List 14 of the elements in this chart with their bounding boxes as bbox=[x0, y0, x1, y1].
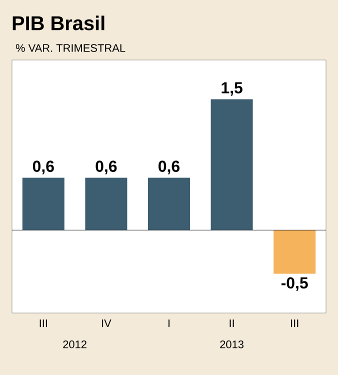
x-tick-label: III bbox=[40, 320, 47, 328]
x-tick-label: II bbox=[230, 320, 234, 328]
chart-title: PIB Brasil bbox=[12, 16, 104, 30]
data-label: 1,5 bbox=[222, 82, 242, 96]
text: 2013 bbox=[220, 340, 244, 348]
data-label: 0,6 bbox=[96, 160, 117, 174]
data-label: -0,5 bbox=[281, 277, 308, 291]
data-label: 0,6 bbox=[32, 160, 54, 174]
text: 2012 bbox=[63, 340, 86, 348]
chart-subtitle: % VAR. TRIMESTRAL bbox=[16, 44, 126, 52]
x-tick-label: I bbox=[168, 320, 170, 328]
x-tick-label: IV bbox=[102, 320, 112, 328]
x-tick-label: III bbox=[291, 320, 298, 328]
data-label: 0,6 bbox=[158, 160, 180, 174]
